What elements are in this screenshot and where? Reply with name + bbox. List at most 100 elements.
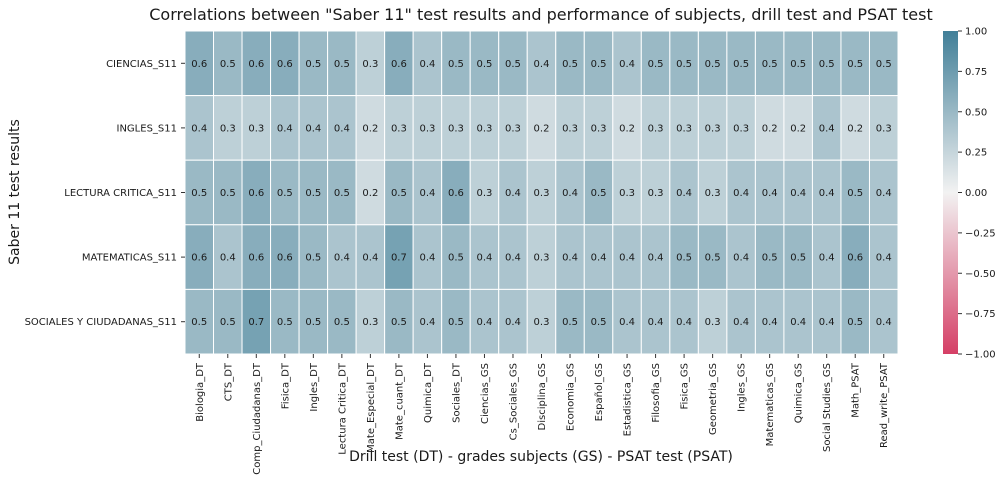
cell-value-label: 0.4 [477,317,493,328]
cell-value-label: 0.4 [334,253,350,264]
y-tick-labels: CIENCIAS_S11 INGLES_S11 LECTURA CRITICA_S1… [25,59,185,328]
heatmap-cell [783,224,813,290]
heatmap-cell [555,224,585,290]
heatmap-cell [640,159,671,226]
cell-value-label: 0.5 [790,59,806,70]
heatmap-cell [184,224,215,290]
cell-value-label: 0.5 [277,188,293,199]
heatmap-cell [868,95,899,161]
heatmap-cell [583,95,614,161]
x-tick-label: Fisica_GS [680,363,691,410]
heatmap-cell [726,30,756,97]
cell-value-label: 0.5 [391,188,407,199]
cell-value-label: 0.2 [847,123,863,134]
heatmap-cell [213,288,243,355]
cell-value-label: 0.6 [391,59,407,70]
cell-value-label: 0.5 [676,253,692,264]
cell-value-label: 0.5 [477,59,493,70]
colorbar-tick-label: −1.00 [965,350,996,361]
x-tick-labels: Biologia_DT CTS_DT Comp_Ciudadanas_DT Fisic… [195,354,890,475]
cell-value-label: 0.4 [305,123,321,134]
heatmap-cell [754,95,785,161]
cell-value-label: 0.5 [705,59,721,70]
cell-value-label: 0.3 [248,123,264,134]
x-tick-label: Ingles_GS [737,363,748,412]
cell-value-label: 0.4 [819,253,835,264]
heatmap-cell [298,159,329,226]
cell-value-label: 0.6 [248,59,264,70]
cell-value-label: 0.5 [191,317,207,328]
cell-value-label: 0.4 [419,188,435,199]
cell-value-label: 0.3 [648,188,664,199]
cell-value-label: 0.4 [220,253,236,264]
cell-value-label: 0.5 [562,317,578,328]
x-axis-title: Drill test (DT) - grades subjects (GS) -… [349,449,733,465]
cell-value-label: 0.5 [305,253,321,264]
heatmap-cell [811,95,842,161]
cell-value-label: 0.6 [191,59,207,70]
cell-value-label: 0.3 [448,123,464,134]
x-tick-label: Filosofia_GS [651,363,662,423]
cell-value-label: 0.3 [477,188,493,199]
x-tick-label: Español_GS [594,363,605,421]
heatmap-cell [726,159,756,226]
cell-value-label: 0.5 [876,59,892,70]
heatmap-cell [697,30,728,97]
heatmap-cell [612,288,642,355]
heatmap-cell [441,30,471,97]
cell-value-label: 0.5 [305,317,321,328]
cell-value-label: 0.4 [733,188,749,199]
cell-value-label: 0.4 [819,317,835,328]
cell-value-label: 0.3 [534,253,550,264]
cell-value-label: 0.2 [619,123,635,134]
heatmap-cell [840,95,870,161]
cell-value-label: 0.5 [277,317,293,328]
cell-value-label: 0.4 [419,317,435,328]
heatmap-cell [270,224,300,290]
heatmap-cell [241,288,272,355]
cell-value-label: 0.5 [448,59,464,70]
cell-value-label: 0.3 [419,123,435,134]
cell-value-label: 0.5 [562,59,578,70]
y-axis-title: Saber 11 test results [7,119,23,265]
cell-value-label: 0.4 [819,123,835,134]
cell-value-label: 0.4 [334,123,350,134]
cell-value-label: 0.6 [248,253,264,264]
cell-value-label: 0.3 [534,188,550,199]
colorbar-tick-labels: 1.00 0.75 0.50 0.25 0.00 −0.25 −0.50 −0.75 −1.00 [958,27,996,361]
x-tick-label: Economia_GS [566,363,577,431]
heatmap-cell [726,288,756,355]
heatmap-cell [526,224,557,290]
x-tick-label: Geometria_GS [708,363,719,435]
cell-value-label: 0.4 [619,253,635,264]
cell-value-label: 0.4 [876,317,892,328]
cell-value-label: 0.4 [505,317,521,328]
cell-value-label: 0.5 [847,188,863,199]
x-tick-label: Fisica_DT [280,362,291,409]
cell-value-label: 0.6 [248,188,264,199]
heatmap-cell [754,30,785,97]
cell-value-label: 0.4 [762,317,778,328]
cell-value-label: 0.5 [220,317,236,328]
cell-value-label: 0.3 [505,123,521,134]
x-tick-label: Ingles_DT [309,362,320,411]
x-tick-label: Mate_Especial_DT [366,362,377,453]
y-tick-label: SOCIALES Y CIUDADANAS_S11 [25,317,177,328]
y-tick-label: MATEMATICAS_S11 [82,253,177,264]
cell-value-label: 0.6 [277,59,293,70]
cell-value-label: 0.5 [305,59,321,70]
cell-value-label: 0.3 [591,123,607,134]
cell-value-label: 0.5 [334,59,350,70]
cell-value-label: 0.4 [676,317,692,328]
cell-value-label: 0.3 [676,123,692,134]
heatmap-cell [241,95,272,161]
heatmap-cell [840,224,870,290]
cell-value-label: 0.2 [790,123,806,134]
cell-value-label: 0.3 [477,123,493,134]
heatmap-cells: 0.6 0.5 0.6 0.6 0.5 0.5 0.3 0.6 0.4 0.5 0.5 0.5 0.4 0… [184,30,899,355]
cell-value-label: 0.5 [676,59,692,70]
cell-value-label: 0.4 [562,188,578,199]
cell-value-label: 0.7 [391,253,407,264]
heatmap-cell [355,288,386,355]
cell-value-label: 0.4 [819,188,835,199]
